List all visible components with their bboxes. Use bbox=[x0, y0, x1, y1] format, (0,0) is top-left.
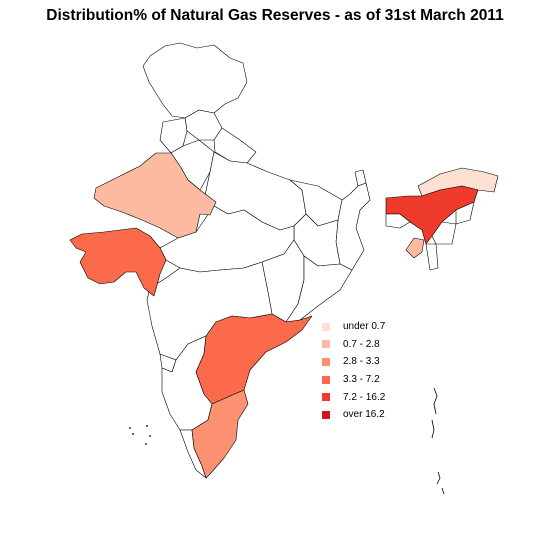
state-uttarakhand bbox=[213, 127, 257, 164]
legend-swatch-5 bbox=[322, 410, 330, 419]
state-jammu-kashmir bbox=[142, 42, 248, 119]
legend-swatch-4 bbox=[322, 393, 330, 402]
legend-item-2: 2.8 - 3.3 bbox=[322, 353, 385, 371]
state-meghalaya bbox=[385, 213, 411, 229]
state-manipur bbox=[431, 221, 457, 245]
legend-label-4: 7.2 - 16.2 bbox=[343, 391, 386, 403]
legend-label-2: 2.8 - 3.3 bbox=[343, 356, 380, 368]
legend-swatch-2 bbox=[322, 357, 330, 366]
legend-label-5: over 16.2 bbox=[343, 409, 385, 421]
legend-item-4: 7.2 - 16.2 bbox=[322, 388, 385, 406]
state-tamil-nadu bbox=[191, 389, 249, 479]
lakshadweep-islands bbox=[129, 425, 151, 445]
legend-item-5: over 16.2 bbox=[322, 406, 385, 424]
state-nagaland bbox=[455, 201, 475, 225]
state-tripura bbox=[405, 237, 425, 259]
andaman-nicobar-islands bbox=[431, 387, 445, 495]
state-mizoram bbox=[425, 243, 439, 271]
legend-swatch-3 bbox=[322, 375, 330, 384]
state-rajasthan bbox=[93, 152, 217, 239]
state-odisha bbox=[285, 255, 353, 323]
legend-item-0: under 0.7 bbox=[322, 318, 385, 336]
legend: under 0.7 0.7 - 2.8 2.8 - 3.3 3.3 - 7.2 … bbox=[322, 318, 385, 424]
state-west-bengal bbox=[335, 182, 371, 271]
state-himachal-pradesh bbox=[184, 109, 223, 141]
legend-swatch-0 bbox=[322, 322, 330, 331]
legend-item-1: 0.7 - 2.8 bbox=[322, 336, 385, 354]
map-title: Distribution% of Natural Gas Reserves - … bbox=[46, 7, 504, 24]
legend-label-0: under 0.7 bbox=[343, 321, 386, 333]
legend-label-1: 0.7 - 2.8 bbox=[343, 338, 380, 350]
legend-item-3: 3.3 - 7.2 bbox=[322, 371, 385, 389]
state-andhra-pradesh bbox=[195, 313, 313, 405]
legend-swatch-1 bbox=[322, 340, 330, 349]
state-gujarat bbox=[69, 227, 167, 297]
legend-label-3: 3.3 - 7.2 bbox=[343, 374, 380, 386]
